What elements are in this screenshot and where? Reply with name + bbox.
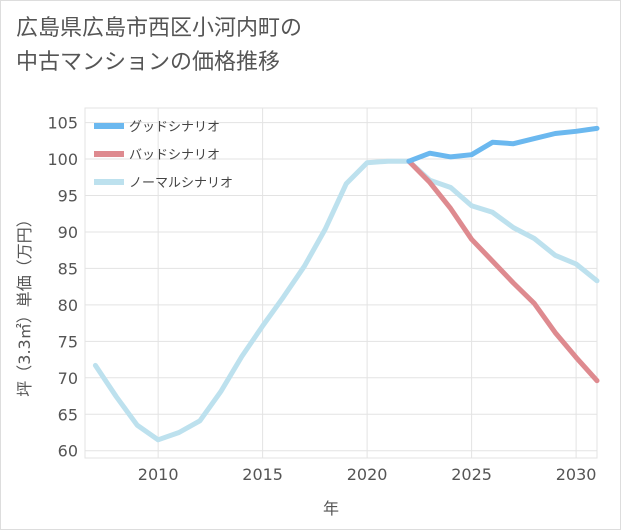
series-line-2 <box>92 158 600 443</box>
y-tick-label: 65 <box>58 405 78 424</box>
y-axis-label: 坪（3.3㎡）単価（万円） <box>15 211 34 396</box>
title-line-2: 中古マンションの価格推移 <box>16 50 281 75</box>
chart-title: 広島県広島市西区小河内町の 中古マンションの価格推移 <box>16 12 536 80</box>
y-tick-label: 70 <box>58 369 78 388</box>
grid-lines <box>84 107 598 459</box>
x-tick-label: 2015 <box>242 465 283 484</box>
y-tick-label: 60 <box>58 442 78 461</box>
y-tick-labels: 60 65 70 75 80 85 90 95 100 105 <box>47 114 78 461</box>
y-tick-label: 75 <box>58 332 78 351</box>
y-tick-label: 100 <box>47 150 78 169</box>
x-axis-label: 年 <box>323 499 339 518</box>
y-tick-label: 95 <box>58 187 78 206</box>
x-tick-label: 2010 <box>138 465 179 484</box>
y-tick-label: 80 <box>58 296 78 315</box>
series-line-1 <box>406 158 600 384</box>
y-tick-label: 90 <box>58 223 78 242</box>
legend-label-0: グッドシナリオ <box>129 120 220 135</box>
y-tick-label: 105 <box>47 114 78 133</box>
legend-label-1: バッドシナリオ <box>129 148 220 163</box>
x-tick-label: 2025 <box>451 465 492 484</box>
x-tick-labels: 2010 2015 2020 2025 2030 <box>138 465 597 484</box>
y-tick-label: 85 <box>58 259 78 278</box>
series-lines <box>92 125 600 443</box>
x-tick-label: 2020 <box>347 465 388 484</box>
title-line-1: 広島県広島市西区小河内町の <box>16 16 303 41</box>
legend-label-2: ノーマルシナリオ <box>129 176 233 191</box>
series-line-0 <box>406 125 600 164</box>
x-tick-label: 2030 <box>556 465 597 484</box>
